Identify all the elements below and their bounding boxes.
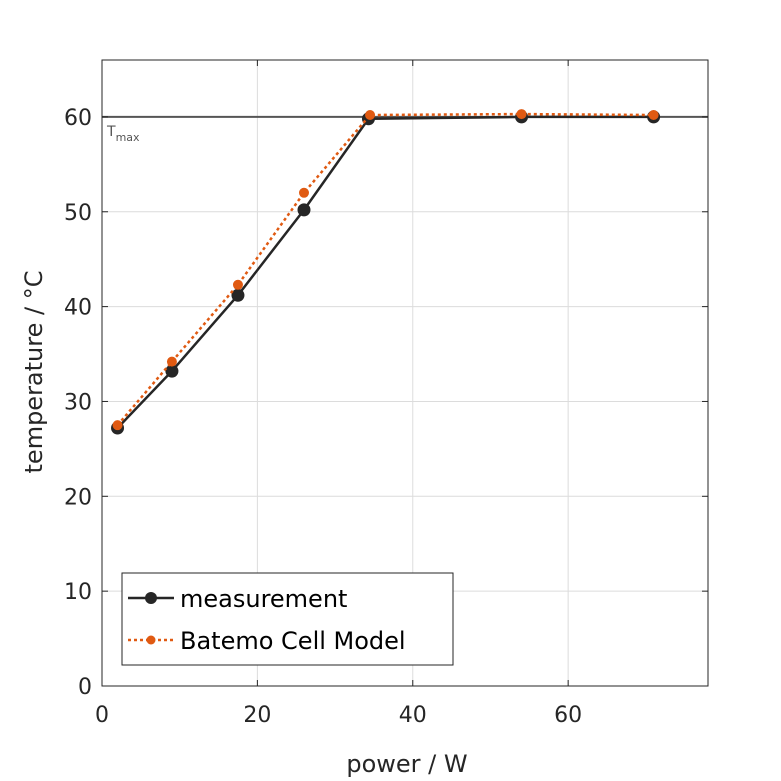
legend-marker-0 [145,592,157,604]
series-layer [111,109,661,435]
series-line-0 [116,115,654,429]
y-tick-label: 30 [64,390,92,415]
data-point [297,203,311,217]
axis-ticks: 0 20 40 60 0 10 20 30 40 50 60 [64,60,708,728]
data-point [231,288,245,302]
y-tick-label: 40 [64,296,92,321]
y-tick-label: 10 [64,580,92,605]
data-point [166,356,177,367]
y-tick-label: 50 [64,201,92,226]
data-point [648,110,659,121]
data-point [165,364,179,378]
tmax-label: Tmax [106,124,140,144]
tmax-label-subscript: max [116,131,140,144]
x-tick-label: 0 [95,703,109,728]
legend-box [121,572,454,666]
x-tick-label: 60 [554,703,582,728]
data-point [365,110,376,121]
plot-area-frame [101,59,709,687]
data-point [112,420,123,431]
legend-marker-1 [146,635,156,645]
x-axis-label: power / W [346,750,467,778]
legend-label-0: measurement [180,585,347,613]
legend-label-1: Batemo Cell Model [180,627,406,655]
y-axis-label: temperature / °C [20,271,48,474]
data-point [299,187,309,198]
series-line-1 [116,112,654,426]
x-tick-label: 40 [399,703,427,728]
tmax-label-main: T [106,124,116,140]
legend: measurement Batemo Cell Model [121,572,454,666]
y-tick-label: 20 [64,485,92,510]
data-point [516,109,527,120]
x-tick-label: 20 [243,703,271,728]
data-point [232,279,243,290]
y-tick-label: 60 [64,106,92,131]
y-tick-label: 0 [78,675,92,700]
